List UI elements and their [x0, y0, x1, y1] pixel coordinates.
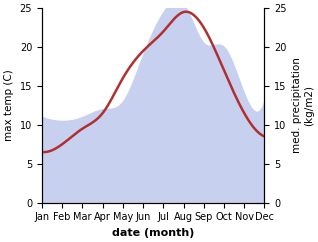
Y-axis label: med. precipitation
(kg/m2): med. precipitation (kg/m2) [292, 57, 314, 153]
Y-axis label: max temp (C): max temp (C) [4, 69, 14, 141]
X-axis label: date (month): date (month) [112, 228, 194, 238]
